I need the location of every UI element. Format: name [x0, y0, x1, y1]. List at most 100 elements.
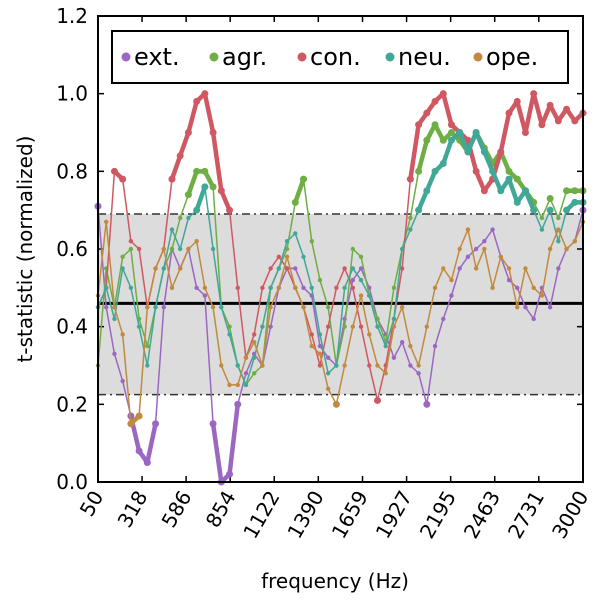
data-point [457, 246, 462, 252]
x-tick-label: 318 [113, 487, 153, 532]
data-point [408, 227, 413, 232]
significant-segment [514, 99, 528, 135]
data-point [178, 246, 183, 252]
data-point [293, 266, 298, 271]
x-axis-label: frequency (Hz) [261, 569, 409, 593]
significant-segment [194, 184, 208, 213]
data-point [358, 324, 364, 329]
data-point [202, 293, 208, 298]
significant-segment [186, 169, 199, 197]
data-point [423, 400, 431, 408]
significant-segment [227, 402, 240, 477]
data-point [178, 266, 183, 271]
series-line [97, 206, 584, 484]
significant-segment [210, 421, 224, 485]
data-point [564, 246, 569, 252]
data-point [399, 340, 405, 345]
significant-segment [523, 188, 536, 213]
significant-segment [531, 91, 545, 127]
data-point [276, 266, 282, 271]
data-point [301, 305, 306, 310]
data-point [202, 285, 208, 291]
legend-label: con. [310, 43, 361, 71]
data-point [367, 363, 372, 368]
data-point [193, 167, 201, 175]
data-point [143, 459, 151, 467]
significant-segment [202, 91, 216, 135]
data-point [408, 363, 413, 368]
data-point [119, 175, 127, 183]
data-point [334, 285, 339, 291]
data-point [161, 266, 166, 271]
data-point [135, 447, 143, 455]
data-point [284, 246, 290, 252]
data-point [268, 305, 273, 310]
x-tick-label: 2195 [415, 487, 461, 543]
data-point [251, 340, 257, 345]
x-tick-label: 1659 [327, 487, 373, 543]
significant-segment [473, 169, 487, 193]
data-point [449, 277, 454, 283]
data-point [432, 285, 438, 291]
significant-segment [169, 153, 183, 182]
data-point [325, 324, 331, 329]
data-point [473, 266, 479, 271]
x-tick-label: 1122 [238, 487, 284, 543]
data-point [161, 246, 166, 252]
data-point [571, 198, 579, 206]
data-point [309, 332, 314, 337]
legend-label: agr. [222, 43, 267, 71]
data-point [546, 195, 554, 203]
legend-marker [473, 52, 483, 62]
data-point [332, 400, 340, 408]
data-point [210, 305, 216, 310]
significant-segment [465, 130, 479, 155]
data-point [201, 90, 209, 98]
data-point [464, 148, 472, 156]
y-tick-label: 0.0 [56, 470, 88, 494]
data-point [350, 285, 356, 291]
data-point [194, 239, 199, 244]
data-point [128, 285, 134, 291]
data-point [251, 355, 257, 360]
data-point [201, 183, 209, 191]
data-point [358, 277, 364, 283]
data-point [383, 343, 388, 349]
data-point [104, 219, 109, 225]
data-point [531, 316, 536, 322]
data-point [424, 324, 430, 329]
legend-label: neu. [398, 43, 451, 71]
data-point [505, 167, 513, 175]
x-tick-label: 2731 [503, 487, 549, 543]
data-point [563, 206, 571, 214]
data-point [234, 400, 242, 408]
data-point [350, 266, 356, 271]
data-point [431, 167, 439, 175]
data-point [112, 305, 117, 310]
y-tick-label: 0.2 [56, 392, 88, 416]
significant-segment [293, 176, 306, 205]
data-point [490, 285, 495, 291]
data-point [506, 266, 512, 271]
data-point [367, 293, 372, 298]
data-point [546, 101, 554, 109]
data-point [169, 246, 175, 252]
data-point [169, 285, 175, 291]
data-point [317, 332, 323, 337]
data-point [243, 355, 249, 360]
data-point [219, 363, 224, 368]
data-point [375, 363, 380, 368]
data-point [513, 198, 521, 206]
data-point [423, 187, 431, 195]
data-point [317, 277, 323, 283]
data-point [350, 277, 356, 283]
data-point [136, 246, 142, 252]
data-point [300, 175, 308, 183]
data-point [342, 324, 347, 329]
data-point [465, 227, 471, 232]
data-point [505, 109, 513, 117]
data-point [268, 324, 273, 329]
data-point [193, 97, 201, 105]
data-point [209, 129, 217, 136]
data-point [334, 363, 339, 368]
